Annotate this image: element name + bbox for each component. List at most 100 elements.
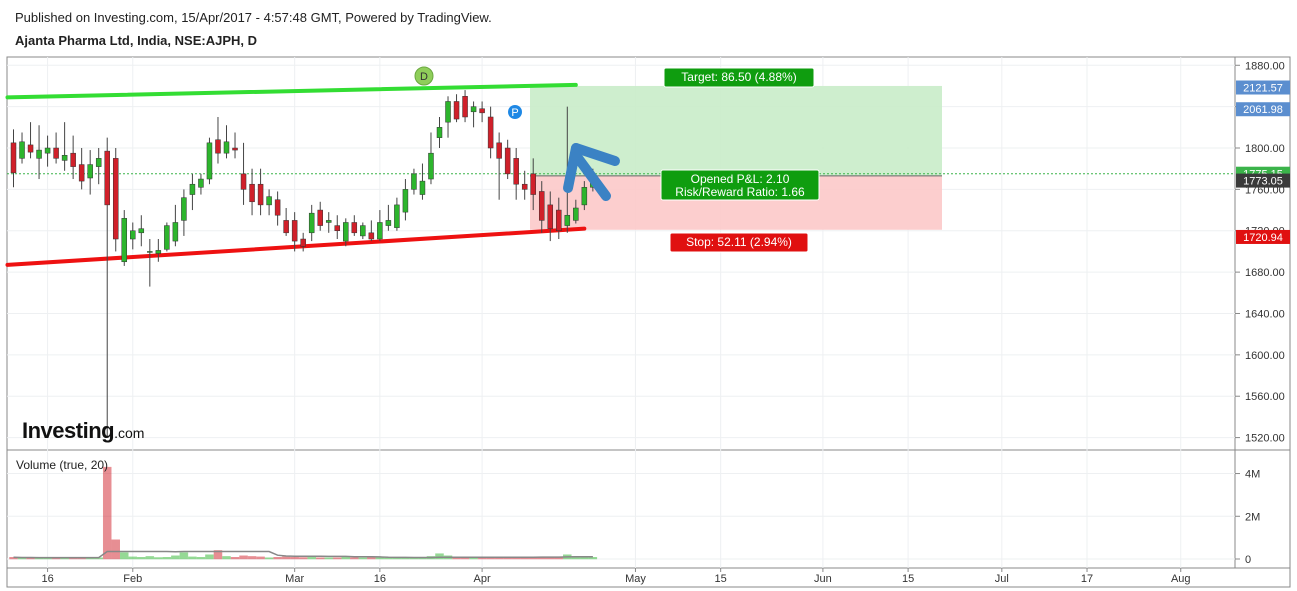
volume-bar xyxy=(137,557,146,560)
price-tag-bg xyxy=(1236,80,1290,95)
volume-bar xyxy=(196,557,206,560)
volume-bar xyxy=(171,555,180,560)
volume-bar xyxy=(205,554,214,560)
p-marker[interactable]: P xyxy=(508,105,522,119)
volume-bar xyxy=(162,557,172,560)
volume-bar xyxy=(350,557,359,560)
volume-bar xyxy=(154,557,163,560)
time-tick-label: 15 xyxy=(902,573,914,585)
time-tick-label: 16 xyxy=(41,573,53,585)
candle-body xyxy=(317,209,323,226)
candle-body xyxy=(283,220,289,234)
event-markers[interactable]: DP xyxy=(414,66,522,119)
candle-body xyxy=(564,214,571,226)
volume-tick-label: 4M xyxy=(1245,469,1260,481)
price-tag-bg xyxy=(1236,229,1290,244)
p-marker-circle[interactable] xyxy=(508,105,522,119)
candle-body xyxy=(164,225,170,250)
price-tag-label: 1773.05 xyxy=(1243,176,1283,188)
price-tick-label: 1640.00 xyxy=(1245,308,1285,320)
time-tick-label: Mar xyxy=(285,573,304,585)
volume-bar xyxy=(324,557,333,560)
candle-body xyxy=(266,196,272,206)
price-tag-bg xyxy=(1236,102,1290,117)
candle-body xyxy=(377,222,383,240)
time-tick-label: Aug xyxy=(1171,573,1191,585)
pnl-label-text: Risk/Reward Ratio: 1.66 xyxy=(675,185,805,199)
time-tick-label: 15 xyxy=(715,573,727,585)
candle-body xyxy=(351,222,358,234)
volume-bar xyxy=(341,557,351,560)
target-label-bg xyxy=(663,67,815,88)
candle-body xyxy=(112,158,119,240)
stop-label-text: Stop: 52.11 (2.94%) xyxy=(686,235,792,249)
dividend-marker-circle[interactable] xyxy=(414,66,434,86)
volume-bar xyxy=(273,557,282,560)
candle-body xyxy=(453,101,460,120)
price-tag-label: 2121.57 xyxy=(1243,83,1283,95)
logo-main: Investing xyxy=(22,418,115,443)
candle-body xyxy=(479,108,485,114)
candle-body xyxy=(496,142,502,159)
arrow-head-right[interactable] xyxy=(571,143,620,166)
candle-body xyxy=(487,116,494,149)
candle-body xyxy=(95,158,102,167)
volume-axis: 0 2M 4M xyxy=(1235,469,1260,566)
trendlines[interactable] xyxy=(5,82,587,267)
arrow-head-left[interactable] xyxy=(563,143,581,193)
volume-bar xyxy=(102,466,112,560)
candle-body xyxy=(189,183,196,195)
volume-bar xyxy=(145,556,155,560)
candle-body xyxy=(462,96,468,118)
candle-body xyxy=(36,149,42,159)
candle-body xyxy=(445,101,451,123)
candle-body xyxy=(172,222,179,242)
volume-tick-label: 2M xyxy=(1245,511,1260,523)
candlestick-series xyxy=(10,90,596,438)
lower-trendline[interactable] xyxy=(5,226,587,267)
symbol-title: Ajanta Pharma Ltd, India, NSE:AJPH, D xyxy=(15,33,257,48)
candle-body xyxy=(428,152,434,180)
volume-bar xyxy=(315,557,325,560)
candle-body xyxy=(78,164,85,182)
price-tick-label: 1880.00 xyxy=(1245,60,1285,72)
time-axis-frame[interactable] xyxy=(6,567,1291,588)
time-tick-label: May xyxy=(625,573,646,585)
candle-body xyxy=(87,164,93,179)
arrow-shaft[interactable] xyxy=(573,153,611,201)
target-label: Target: 86.50 (4.88%) xyxy=(663,67,815,88)
volume-bar xyxy=(435,553,444,560)
candle-body xyxy=(436,127,443,138)
candle-body xyxy=(556,209,562,231)
volume-bar xyxy=(9,557,18,560)
candle-body xyxy=(343,222,349,242)
volume-bar xyxy=(222,556,231,560)
candle-body xyxy=(181,197,187,221)
candle-body xyxy=(198,178,204,188)
published-caption: Published on Investing.com, 15/Apr/2017 … xyxy=(15,10,492,25)
candle-body xyxy=(530,173,536,195)
volume-bar xyxy=(333,557,342,560)
price-tick-label: 1560.00 xyxy=(1245,391,1285,403)
candle-body xyxy=(104,150,110,206)
stop-label: Stop: 52.11 (2.94%) xyxy=(669,232,809,253)
candle-body xyxy=(402,189,409,213)
volume-bar xyxy=(375,557,385,560)
upper-trendline[interactable] xyxy=(5,82,578,100)
price-tick-label: 1680.00 xyxy=(1245,267,1285,279)
logo-suffix: .com xyxy=(114,425,145,441)
dividend-marker[interactable]: D xyxy=(414,66,434,86)
up-arrow-drawing[interactable] xyxy=(563,143,620,201)
candle-body xyxy=(206,142,213,180)
time-tick-label: Feb xyxy=(123,573,142,585)
price-axis-frame[interactable] xyxy=(1234,56,1291,451)
volume-title: Volume (true, 20) xyxy=(16,458,109,472)
candle-body xyxy=(411,173,417,190)
volume-bar xyxy=(230,557,240,560)
candle-body xyxy=(44,147,51,154)
candle-body xyxy=(223,141,230,154)
target-label-text: Target: 86.50 (4.88%) xyxy=(681,70,796,84)
